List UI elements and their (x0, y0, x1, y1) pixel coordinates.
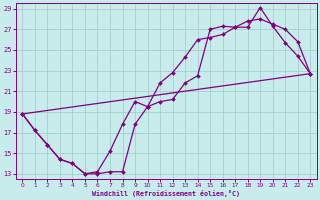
X-axis label: Windchill (Refroidissement éolien,°C): Windchill (Refroidissement éolien,°C) (92, 190, 240, 197)
